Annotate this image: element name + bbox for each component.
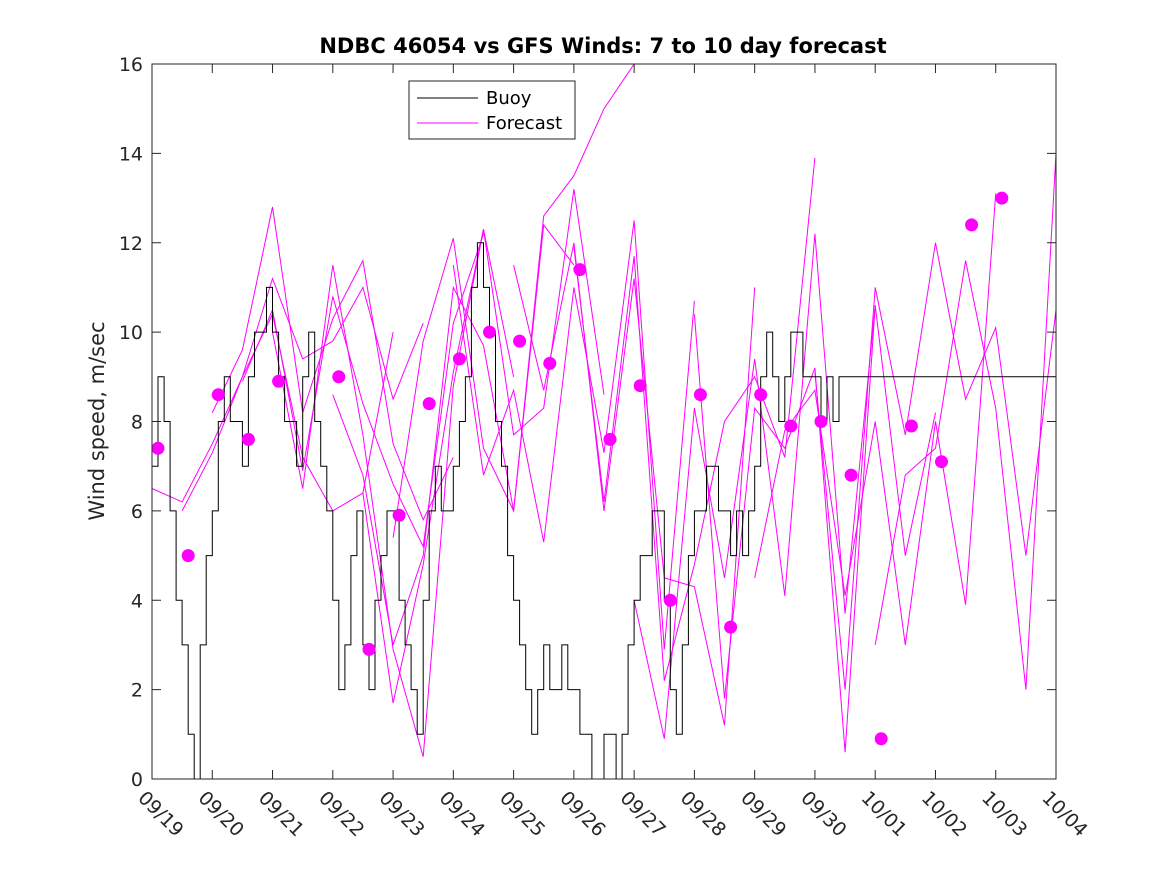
- forecast-line-5: [272, 229, 515, 757]
- forecast-point: [663, 593, 677, 607]
- forecast-point: [844, 468, 858, 482]
- y-tick-label: 0: [131, 769, 143, 791]
- forecast-line-10: [513, 242, 756, 726]
- forecast-line-8: [392, 63, 635, 538]
- forecast-line-2: [181, 276, 424, 512]
- forecast-point: [995, 191, 1009, 205]
- forecast-point: [633, 379, 647, 393]
- forecast-point: [784, 419, 798, 433]
- forecast-point: [181, 549, 195, 563]
- forecast-point: [754, 388, 768, 402]
- forecast-point: [814, 415, 828, 428]
- y-axis-label: Wind speed, m/sec: [85, 321, 109, 520]
- forecast-line-15: [814, 242, 1057, 690]
- forecast-line-12: [633, 233, 876, 739]
- forecast-point: [422, 397, 436, 411]
- forecast-line-16: [874, 153, 1057, 690]
- y-tick-label: 8: [131, 412, 143, 434]
- forecast-point: [874, 732, 888, 746]
- forecast-point: [693, 388, 707, 402]
- y-tick-label: 2: [131, 680, 143, 702]
- forecast-point: [603, 432, 617, 446]
- forecast-point: [543, 356, 557, 370]
- forecast-point: [452, 352, 466, 366]
- forecast-line-6: [332, 223, 575, 646]
- forecast-point: [965, 218, 979, 232]
- y-tick-label: 12: [119, 233, 143, 255]
- y-tick-label: 10: [119, 322, 143, 344]
- legend-buoy-label: Buoy: [486, 88, 532, 109]
- forecast-point: [573, 263, 587, 277]
- forecast-point: [272, 374, 286, 388]
- forecast-point: [332, 370, 346, 384]
- forecast-point: [935, 455, 948, 469]
- forecast-line-11: [573, 157, 816, 681]
- forecast-point: [904, 419, 918, 433]
- forecast-line-7: [362, 189, 605, 704]
- y-tick-label: 14: [119, 143, 143, 165]
- legend-forecast-label: Forecast: [486, 113, 562, 134]
- chart-title: NDBC 46054 vs GFS Winds: 7 to 10 day for…: [319, 34, 886, 58]
- forecast-point: [483, 325, 496, 339]
- forecast-point: [513, 334, 527, 348]
- forecast-point: [211, 388, 225, 402]
- forecast-point: [724, 620, 738, 634]
- y-tick-label: 4: [131, 590, 143, 612]
- forecast-point: [241, 432, 255, 446]
- forecast-line-4: [241, 233, 484, 549]
- forecast-point: [392, 508, 406, 522]
- forecast-points: [151, 191, 1009, 746]
- forecast-line-14: [754, 193, 997, 645]
- forecast-line-3: [211, 206, 454, 522]
- y-tick-label: 16: [119, 54, 143, 76]
- legend: Buoy Forecast: [408, 80, 576, 140]
- forecast-point: [362, 642, 376, 656]
- forecast-line-9: [452, 220, 695, 650]
- y-tick-label: 6: [131, 501, 143, 523]
- forecast-point: [151, 441, 165, 455]
- legend-box: [408, 80, 576, 140]
- forecast-lines: [151, 63, 1057, 757]
- forecast-line-13: [693, 305, 936, 753]
